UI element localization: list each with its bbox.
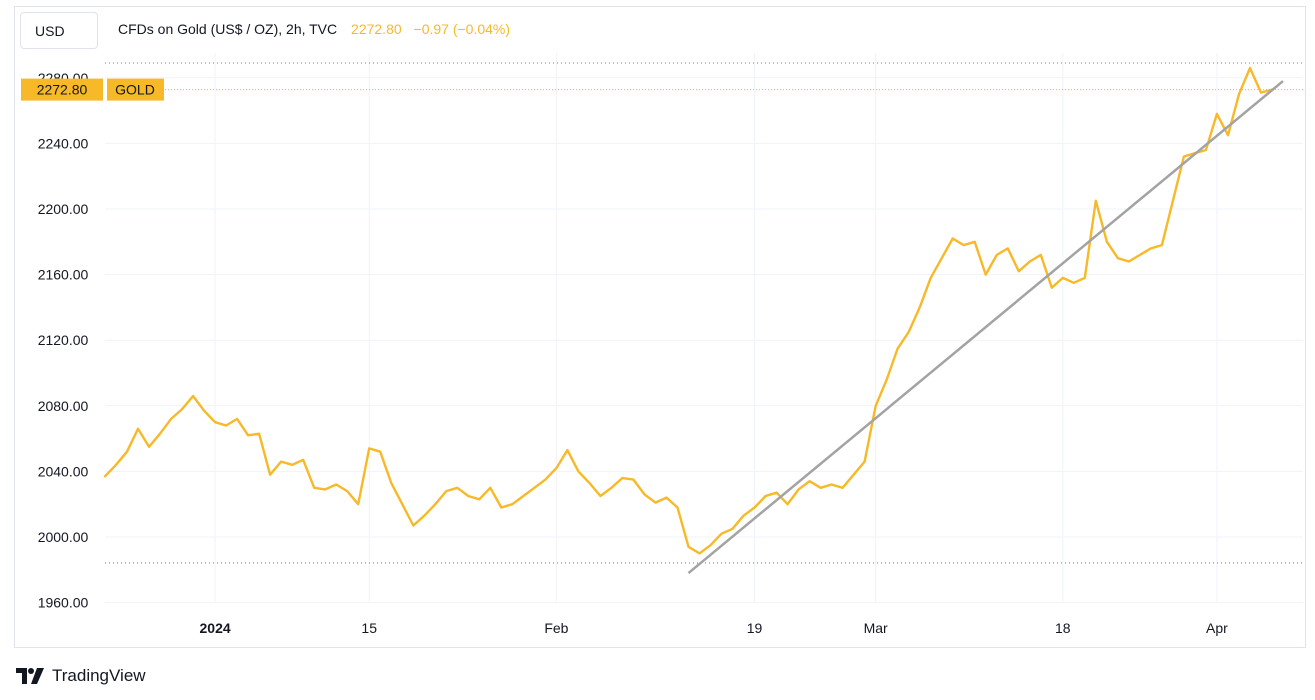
y-tick-label: 2240.00 <box>38 135 89 151</box>
x-tick-label: 15 <box>361 620 377 636</box>
price-tag-symbol-bg <box>107 78 164 101</box>
brand-name: TradingView <box>52 666 146 685</box>
y-tick-label: 2160.00 <box>38 267 89 283</box>
currency-button[interactable]: USD <box>20 12 98 49</box>
tradingview-brand[interactable]: TradingView <box>16 664 146 688</box>
legend-change: −0.97 (−0.04%) <box>413 21 511 37</box>
x-tick-label: 19 <box>747 620 763 636</box>
y-tick-label: 1960.00 <box>38 595 89 611</box>
chart-frame: 1960.00 2000.00 2040.00 2080.00 2120.00 2160.… <box>14 6 1306 648</box>
price-tag-symbol: GOLD <box>115 82 155 98</box>
tradingview-logo-icon <box>16 668 44 684</box>
y-tick-label: 2000.00 <box>38 529 89 545</box>
trend-line <box>687 80 1284 575</box>
price-tag-value: 2272.80 <box>37 82 88 98</box>
price-series-line <box>103 66 1274 555</box>
legend-title: CFDs on Gold (US$ / OZ), 2h, TVC <box>118 21 338 37</box>
legend-price: 2272.80 <box>351 21 402 37</box>
x-tick-label: Apr <box>1206 620 1228 636</box>
y-tick-label: 2080.00 <box>38 398 89 414</box>
x-tick-label: 18 <box>1055 620 1071 636</box>
chart-canvas[interactable]: 1960.00 2000.00 2040.00 2080.00 2120.00 2160.… <box>15 7 1305 647</box>
y-tick-label: 2040.00 <box>38 463 89 479</box>
x-tick-label: Feb <box>544 620 568 636</box>
x-tick-label: Mar <box>864 620 888 636</box>
y-tick-label: 2200.00 <box>38 201 89 217</box>
y-tick-label: 2120.00 <box>38 332 89 348</box>
x-tick-label: 2024 <box>200 620 231 636</box>
price-tag-value-bg <box>21 78 103 101</box>
symbol-legend: CFDs on Gold (US$ / OZ), 2h, TVC 2272.80… <box>118 21 510 37</box>
